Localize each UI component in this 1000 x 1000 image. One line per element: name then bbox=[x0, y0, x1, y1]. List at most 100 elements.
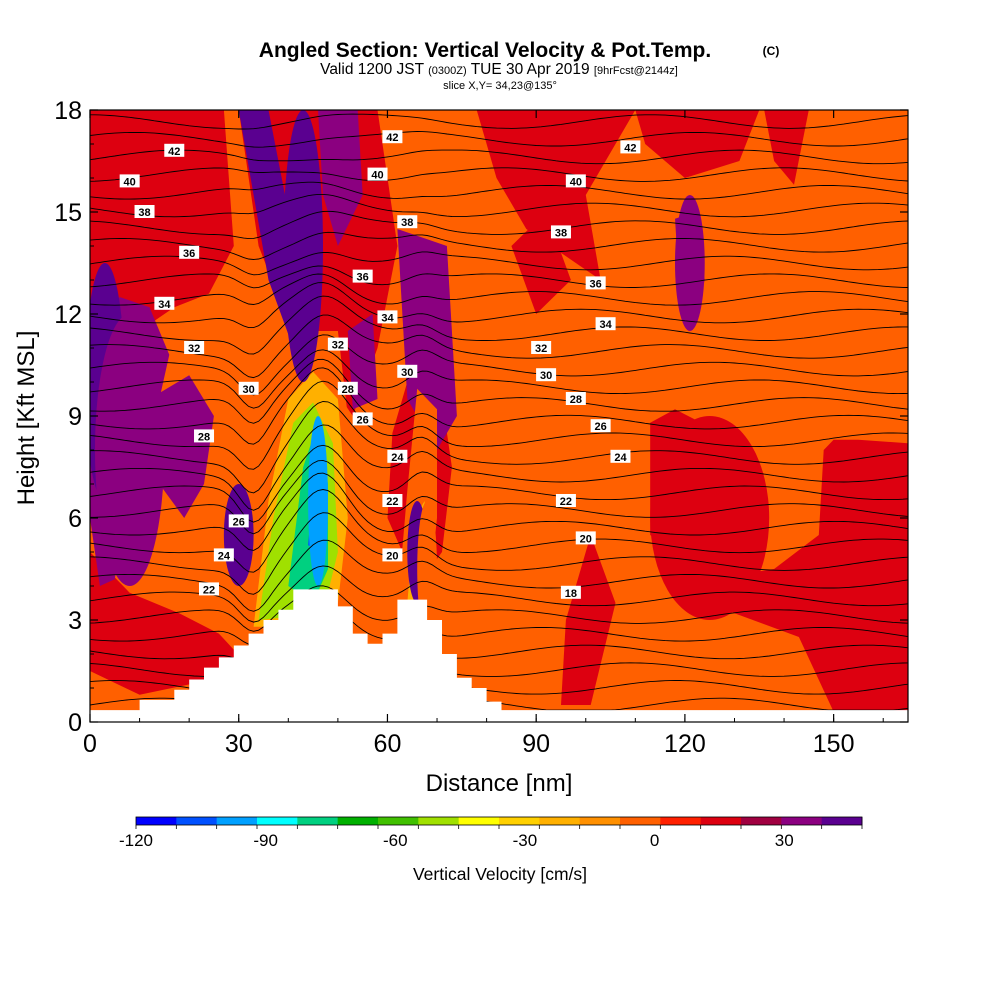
isentrope-line bbox=[90, 113, 908, 130]
contour-label-box bbox=[555, 494, 576, 507]
y-tick-label: 12 bbox=[54, 301, 82, 329]
chart-subtitle: Valid 1200 JST (0300Z) TUE 30 Apr 2019 [… bbox=[320, 61, 678, 78]
contour-label: 40 bbox=[565, 174, 586, 188]
isentrope-line bbox=[90, 314, 908, 379]
contour-label-box bbox=[565, 392, 586, 405]
contour-label-text: 36 bbox=[357, 272, 369, 284]
y-tick-label: 6 bbox=[68, 505, 82, 533]
colorbar-swatch bbox=[700, 817, 742, 825]
downdraft-region bbox=[764, 110, 809, 185]
x-axis-label: Distance [nm] bbox=[426, 770, 573, 797]
contour-label: 20 bbox=[382, 548, 403, 562]
y-tick-label: 18 bbox=[54, 97, 82, 125]
contour-label-box bbox=[352, 412, 373, 426]
colorbar-swatch bbox=[297, 817, 339, 825]
contour-label-text: 36 bbox=[183, 248, 195, 260]
contour-label: 38 bbox=[134, 205, 155, 219]
contour-label: 32 bbox=[184, 341, 205, 355]
contour-label-box bbox=[387, 449, 408, 463]
colorbar-swatch bbox=[539, 817, 581, 825]
contour-label-box bbox=[397, 215, 418, 229]
contour-label-box bbox=[134, 205, 155, 218]
contour-label-box bbox=[184, 341, 205, 354]
y-tick-label: 15 bbox=[54, 199, 82, 227]
isentrope-line bbox=[90, 273, 908, 306]
isentrope-line bbox=[90, 349, 908, 409]
isentrope-line bbox=[90, 181, 908, 200]
x-axis: 0 30 60 90 120 150 bbox=[83, 110, 884, 758]
contour-label-box bbox=[550, 225, 571, 239]
contour-label-box bbox=[164, 143, 185, 157]
chart-title-mark: (C) bbox=[763, 44, 780, 58]
contour-label: 36 bbox=[352, 269, 373, 284]
contour-label-text: 26 bbox=[595, 421, 607, 433]
contour-label: 24 bbox=[213, 548, 234, 562]
contour-label: 40 bbox=[119, 174, 140, 188]
x-tick-label: 150 bbox=[813, 730, 855, 758]
contour-label-box bbox=[179, 245, 200, 259]
isentrope-line bbox=[90, 358, 908, 424]
isentrope-line bbox=[90, 131, 908, 148]
contour-label-text: 30 bbox=[540, 370, 552, 382]
isentrope-line bbox=[90, 424, 908, 511]
contour-label: 18 bbox=[560, 585, 581, 600]
contour-label-box bbox=[119, 174, 140, 188]
colorbar-tick-label: -60 bbox=[383, 831, 408, 850]
downdraft-region bbox=[511, 212, 571, 314]
contour-label-text: 42 bbox=[624, 142, 636, 154]
subtitle-valid: Valid 1200 JST bbox=[320, 61, 424, 78]
colorbar-swatch bbox=[136, 817, 177, 825]
colorbar-swatch bbox=[499, 817, 540, 825]
contour-label-text: 32 bbox=[535, 343, 547, 355]
updraft-region bbox=[318, 110, 363, 246]
contour-label: 22 bbox=[198, 582, 219, 596]
contour-label-text: 26 bbox=[233, 516, 245, 528]
contour-label-box bbox=[377, 310, 398, 324]
colorbar-swatch bbox=[257, 817, 298, 825]
contour-label: 36 bbox=[179, 245, 200, 260]
contour-label: 34 bbox=[377, 310, 398, 324]
isentrope-line bbox=[90, 265, 908, 289]
contour-label-text: 34 bbox=[599, 319, 612, 331]
colorbar-tick-label: -30 bbox=[513, 831, 538, 850]
contour-label-box bbox=[337, 381, 358, 395]
contour-label-box bbox=[327, 337, 348, 351]
contour-label-text: 24 bbox=[218, 550, 231, 562]
contour-labels: 42 40 38 36 34 32 30 28 26 24 22 42 40 38 36 34 32 30 28 26… bbox=[119, 130, 641, 600]
y-tick-label: 9 bbox=[68, 403, 82, 431]
colorbar-swatch bbox=[378, 817, 419, 825]
colorbar-label: Vertical Velocity [cm/s] bbox=[413, 864, 587, 884]
contour-label-box bbox=[620, 140, 641, 154]
colorbar-swatch bbox=[337, 817, 379, 825]
subtitle-forecast: [9hrFcst@2144z] bbox=[594, 65, 678, 77]
contour-label: 42 bbox=[164, 143, 185, 158]
contour-label: 20 bbox=[575, 531, 596, 545]
terrain-mask bbox=[90, 589, 908, 722]
contour-label-box bbox=[536, 368, 557, 382]
plot-area: 42 40 38 36 34 32 30 28 26 24 22 42 40 38 36 34 32 30 28 26… bbox=[90, 110, 908, 722]
velocity-cell bbox=[283, 110, 324, 382]
x-tick-label: 60 bbox=[374, 730, 402, 758]
contour-label-box bbox=[382, 494, 403, 507]
isentrope-line bbox=[90, 401, 908, 494]
contour-label-box bbox=[194, 429, 215, 443]
isentrope-line bbox=[90, 282, 908, 329]
y-tick-label: 3 bbox=[68, 607, 82, 635]
contour-label-box bbox=[590, 419, 611, 433]
velocity-cell bbox=[223, 484, 254, 586]
contour-label-box bbox=[595, 317, 616, 331]
isentrope-line bbox=[90, 617, 908, 665]
contour-label-text: 38 bbox=[555, 227, 567, 239]
colorbar-tick-label: -120 bbox=[119, 831, 153, 850]
contour-label: 22 bbox=[555, 494, 576, 508]
contour-label-text: 24 bbox=[614, 452, 627, 464]
contour-label: 30 bbox=[397, 364, 418, 379]
isentrope-line bbox=[90, 295, 908, 355]
velocity-cell bbox=[94, 314, 165, 586]
velocity-cell bbox=[308, 416, 328, 586]
contour-label-text: 40 bbox=[371, 170, 383, 182]
contour-label: 34 bbox=[595, 317, 616, 331]
contour-label-box bbox=[382, 130, 403, 144]
contour-label-text: 18 bbox=[565, 588, 577, 600]
